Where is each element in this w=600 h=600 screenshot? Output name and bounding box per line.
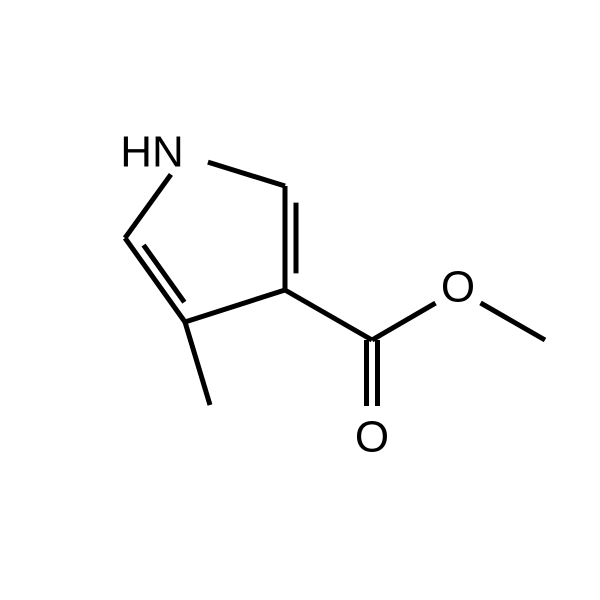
molecule-diagram: HN O O xyxy=(0,0,600,600)
atom-label: O xyxy=(355,413,389,462)
bonds xyxy=(125,162,545,406)
atom-label: HN xyxy=(120,128,184,177)
atom-label: O xyxy=(441,263,475,312)
